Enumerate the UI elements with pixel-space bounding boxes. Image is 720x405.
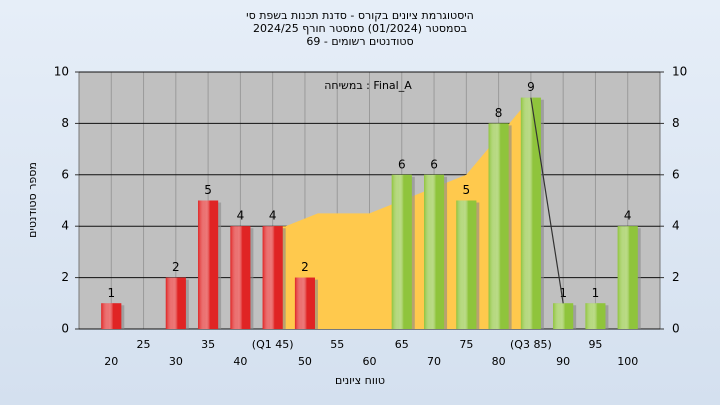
data-label: 9 — [527, 80, 535, 94]
x-tick-label: (Q3 85) — [510, 338, 552, 351]
annotation: Final_A : במשיחה — [324, 79, 412, 92]
x-tick-label: 40 — [233, 355, 247, 368]
y-tick-label: 6 — [61, 167, 69, 181]
x-tick-label: (Q1 45) — [252, 338, 294, 351]
data-label: 1 — [107, 286, 115, 300]
x-tick-label: 95 — [588, 338, 602, 351]
y2-tick-label: 2 — [672, 270, 680, 284]
bar-shine — [165, 277, 186, 329]
x-tick-label: 80 — [492, 355, 506, 368]
data-label: 5 — [463, 183, 471, 197]
data-label: 2 — [301, 260, 309, 274]
bar-shine — [294, 277, 315, 329]
data-label: 6 — [430, 157, 438, 171]
title-line: היסטוגרמת ציונים בקורס - סדנת תכנות בשפת… — [246, 9, 474, 22]
x-tick-label: 35 — [201, 338, 215, 351]
trend-line — [530, 97, 564, 304]
y-tick-label: 2 — [61, 270, 69, 284]
data-label: 2 — [172, 260, 180, 274]
bar-shine — [553, 303, 574, 329]
x-tick-label: 75 — [459, 338, 473, 351]
bar-shine — [585, 303, 606, 329]
x-tick-label: 65 — [395, 338, 409, 351]
x-tick-label: 20 — [104, 355, 118, 368]
x-tick-label: 70 — [427, 355, 441, 368]
bar-shine — [456, 200, 477, 329]
bar-shine — [617, 226, 638, 329]
bar-shine — [391, 174, 412, 329]
y-tick-label: 4 — [61, 219, 69, 233]
y2-tick-label: 6 — [672, 167, 680, 181]
y2-tick-label: 0 — [672, 322, 680, 336]
y-tick-label: 10 — [54, 65, 69, 79]
y2-tick-label: 10 — [672, 65, 687, 79]
data-label: 4 — [624, 209, 632, 223]
data-label: 6 — [398, 157, 406, 171]
y2-tick-label: 4 — [672, 219, 680, 233]
x-tick-label: 90 — [556, 355, 570, 368]
x-tick-label: 60 — [363, 355, 377, 368]
title-line: בסמסטר (01/2024) סמסטר חורף 2024/25 — [253, 22, 467, 35]
data-label: 5 — [204, 183, 212, 197]
x-axis-label: טווח ציונים — [335, 374, 385, 387]
data-label: 4 — [237, 209, 245, 223]
data-label: 8 — [495, 106, 503, 120]
y-tick-label: 0 — [61, 322, 69, 336]
y2-tick-label: 8 — [672, 116, 680, 130]
x-tick-label: 100 — [617, 355, 638, 368]
data-label: 1 — [559, 286, 567, 300]
bar-shine — [101, 303, 122, 329]
x-tick-label: 30 — [169, 355, 183, 368]
y-tick-label: 8 — [61, 116, 69, 130]
title-line: סטודנטים רשומים - 69 — [306, 35, 413, 48]
data-label: 1 — [592, 286, 600, 300]
x-tick-label: 55 — [330, 338, 344, 351]
data-label: 4 — [269, 209, 277, 223]
x-tick-label: 50 — [298, 355, 312, 368]
bar-shine — [520, 97, 541, 329]
x-tick-label: 25 — [137, 338, 151, 351]
bar-shine — [262, 226, 283, 329]
bar-shine — [230, 226, 251, 329]
bar-shine — [424, 174, 445, 329]
y-axis-label: מספר סטודנטים — [26, 162, 39, 238]
bar-shine — [488, 123, 509, 330]
bar-shine — [198, 200, 219, 329]
